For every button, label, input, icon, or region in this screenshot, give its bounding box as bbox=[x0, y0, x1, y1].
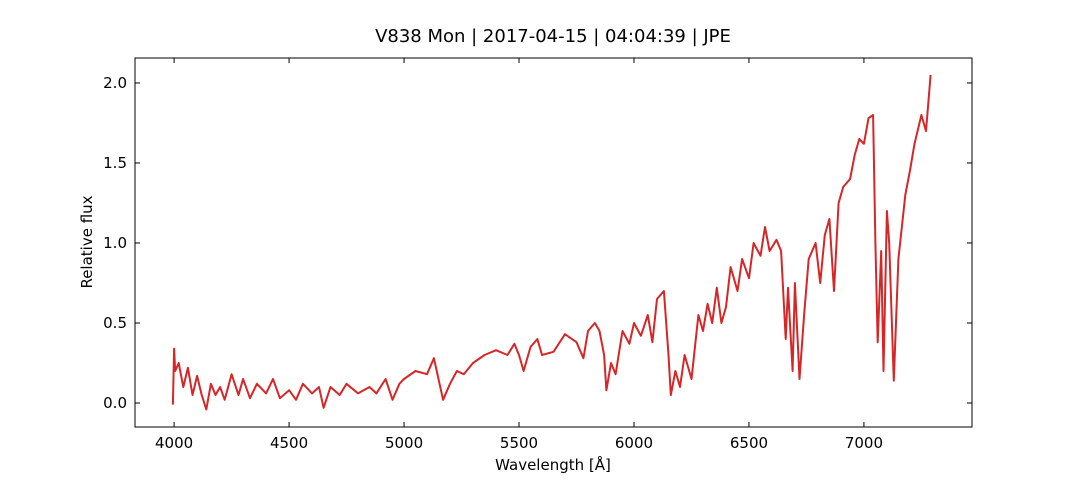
x-tick-label: 4500 bbox=[270, 434, 308, 452]
x-tick-label: 6500 bbox=[730, 434, 768, 452]
x-tick-label: 7000 bbox=[845, 434, 883, 452]
x-axis-label: Wavelength [Å] bbox=[495, 455, 611, 474]
x-tick-label: 6000 bbox=[615, 434, 653, 452]
y-tick-label: 0.5 bbox=[103, 314, 127, 332]
y-tick-label: 0.0 bbox=[103, 394, 127, 412]
y-tick-label: 1.5 bbox=[103, 154, 127, 172]
x-tick-label: 4000 bbox=[155, 434, 193, 452]
y-tick-label: 2.0 bbox=[103, 74, 127, 92]
x-tick-label: 5500 bbox=[500, 434, 538, 452]
chart-title: V838 Mon | 2017-04-15 | 04:04:39 | JPE bbox=[375, 26, 731, 47]
y-axis-label: Relative flux bbox=[78, 195, 96, 288]
plot-frame bbox=[134, 57, 973, 428]
y-tick-label: 1.0 bbox=[103, 234, 127, 252]
spectrum-line bbox=[171, 74, 932, 411]
x-tick-label: 5000 bbox=[385, 434, 423, 452]
